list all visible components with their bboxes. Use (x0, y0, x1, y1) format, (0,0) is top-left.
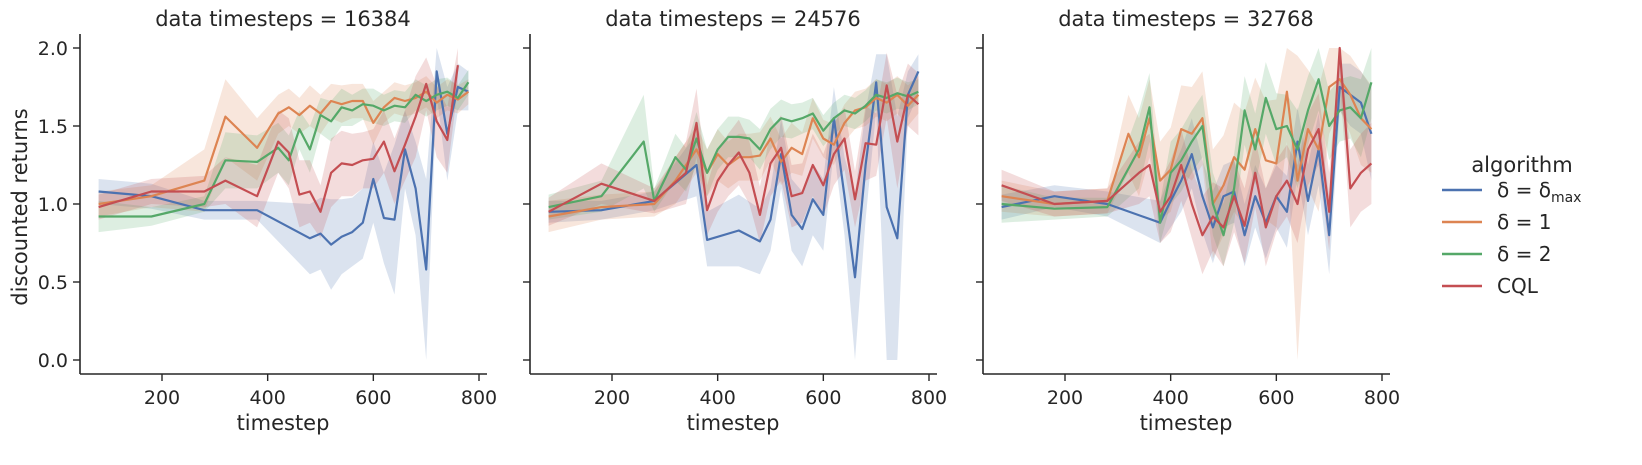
ci-band-1 (548, 54, 919, 360)
legend-title: algorithm (1471, 153, 1572, 177)
y-tick-label: 2.0 (38, 38, 68, 60)
y-tick-label: 1.5 (38, 116, 68, 138)
facet-panel-1: 0.0 0.5 1.0 1.5 2.0 200 400 600 800 data timestep… (38, 7, 497, 435)
ci-band-1 (98, 48, 469, 360)
series-line-3 (548, 90, 919, 209)
x-tick-label: 800 (911, 387, 947, 409)
x-tick-label: 400 (700, 387, 736, 409)
x-axis-label: timestep (237, 411, 330, 435)
x-tick-label: 800 (1364, 387, 1400, 409)
series-line-4 (548, 84, 920, 216)
ci-band-4 (1001, 48, 1372, 275)
y-tick-label: 0.0 (38, 350, 68, 372)
x-axis-label: timestep (1140, 411, 1233, 435)
legend-item: CQL (1442, 274, 1539, 298)
legend-item: δ = δmax (1442, 178, 1581, 206)
series-line-1 (98, 70, 469, 271)
facet-panel-3: 200 400 600 800 data timesteps = 32768 timest… (976, 7, 1400, 435)
y-tick-label: 1.0 (38, 194, 68, 216)
x-tick-label: 200 (144, 387, 180, 409)
ci-band-2 (98, 76, 469, 217)
y-tick-label: 0.5 (38, 272, 68, 294)
x-tick-label: 600 (805, 387, 841, 409)
legend-label: δ = δmax (1497, 178, 1581, 206)
legend-items: δ = δmax δ = 1 δ = 2 CQL (1442, 178, 1581, 298)
x-tick-label: 800 (461, 387, 497, 409)
series-line-4 (98, 65, 459, 213)
facet-panels: 0.0 0.5 1.0 1.5 2.0 200 400 600 800 data timestep… (38, 7, 1400, 435)
y-axis-label: discounted returns (8, 108, 32, 305)
x-tick-label: 400 (250, 387, 286, 409)
ci-band-3 (1001, 48, 1372, 267)
legend-item: δ = 1 (1442, 210, 1551, 234)
legend-label: CQL (1497, 274, 1539, 298)
ci-band-2 (1001, 48, 1372, 360)
y-axis-label-group: discounted returns (8, 108, 32, 305)
panel-title: data timesteps = 16384 (155, 7, 411, 31)
series-line-4 (1001, 46, 1373, 237)
x-tick-label: 400 (1153, 387, 1189, 409)
legend-item: δ = 2 (1442, 242, 1551, 266)
series-line-1 (1001, 85, 1373, 237)
ci-band-3 (98, 69, 469, 233)
facet-panel-2: 200 400 600 800 data timesteps = 24576 timest… (523, 7, 947, 435)
legend-label: δ = 2 (1497, 242, 1551, 266)
panel-title: data timesteps = 32768 (1058, 7, 1314, 31)
series-line-3 (98, 81, 470, 218)
series-line-3 (1001, 78, 1373, 237)
ci-band-3 (548, 77, 919, 220)
legend-label: δ = 1 (1497, 210, 1551, 234)
x-tick-label: 600 (355, 387, 391, 409)
legend: algorithm δ = δmax δ = 1 δ = 2 CQL (1442, 153, 1581, 298)
x-tick-label: 600 (1258, 387, 1294, 409)
x-tick-label: 200 (1047, 387, 1083, 409)
ci-band-2 (548, 76, 919, 233)
series-line-1 (548, 70, 920, 279)
panel-title: data timesteps = 24576 (605, 7, 861, 31)
x-tick-label: 200 (594, 387, 630, 409)
x-axis-label: timestep (687, 411, 780, 435)
